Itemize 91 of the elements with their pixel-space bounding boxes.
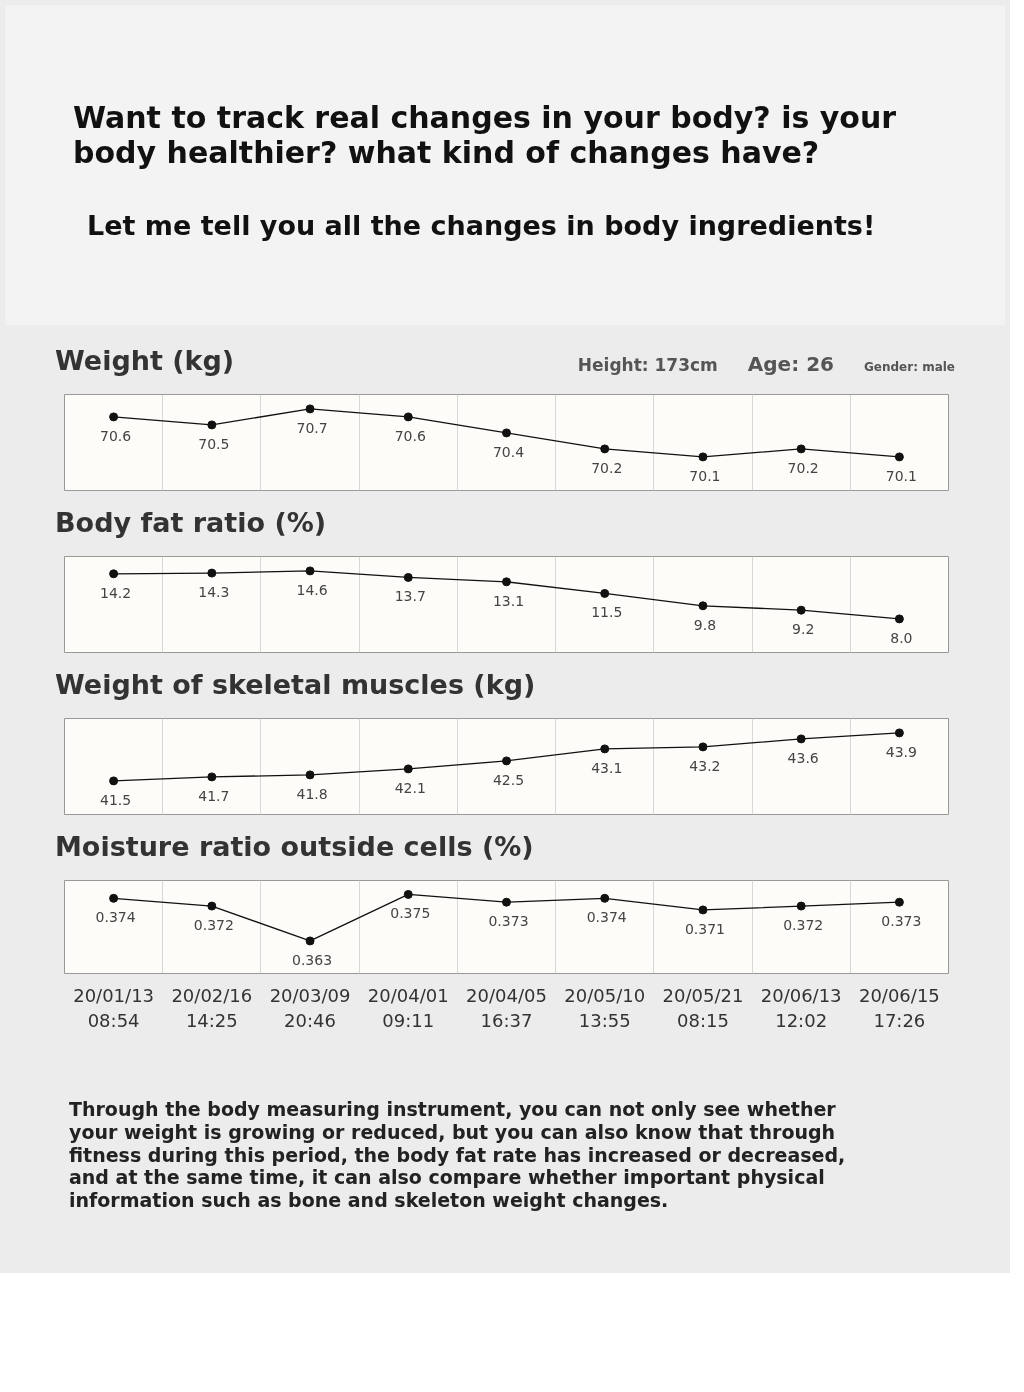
data-label: 70.4: [492, 443, 525, 460]
point: [502, 756, 511, 766]
point: [109, 893, 119, 903]
point: [305, 936, 315, 946]
data-label: 70.6: [100, 427, 132, 444]
data-label: 13.1: [492, 592, 525, 609]
data-label: 70.5: [198, 435, 230, 452]
data-label: 14.6: [296, 581, 328, 598]
data-label: 43.6: [787, 749, 819, 766]
x-tick-label: 20/05/10 13:55: [564, 984, 646, 1031]
data-label: 43.2: [689, 757, 721, 774]
point: [305, 404, 315, 414]
data-label: 14.3: [198, 584, 230, 601]
point: [109, 776, 119, 786]
data-label: 0.372: [193, 917, 234, 934]
data-label: 0.373: [488, 913, 529, 930]
text: Age: 26: [747, 351, 834, 376]
x-tick-label: 20/03/09 20:46: [269, 984, 351, 1031]
x-tick-label: 20/02/16 14:25: [171, 984, 253, 1031]
data-label: 14.2: [100, 584, 132, 601]
data-label: 42.1: [394, 779, 426, 796]
data-label: 9.2: [792, 621, 815, 638]
x-tick-label: 20/05/21 08:15: [662, 984, 744, 1031]
point: [403, 889, 413, 899]
x-tick-label: 20/06/15 17:26: [858, 984, 940, 1031]
point: [600, 588, 610, 598]
point: [894, 614, 904, 624]
point: [207, 901, 217, 911]
point: [207, 420, 217, 430]
point: [403, 412, 413, 422]
point: [403, 764, 413, 774]
data-label: 70.1: [689, 467, 721, 484]
data-label: 0.374: [95, 909, 136, 926]
point: [698, 452, 708, 462]
data-label: 0.371: [684, 920, 725, 937]
x-tick-label: 20/04/01 09:11: [367, 984, 449, 1031]
data-label: 70.2: [787, 459, 819, 476]
point: [109, 569, 119, 579]
point: [207, 568, 217, 578]
chart-title: Moisture ratio outside cells (%): [55, 831, 534, 862]
chart-title: Weight of skeletal muscles (kg): [55, 669, 536, 700]
text: Want to track real changes in your body? is your body healthier? what kind of changes have?: [73, 100, 898, 170]
text: Gender: male: [863, 359, 955, 374]
data-label: 0.373: [881, 913, 922, 930]
data-label: 43.1: [591, 759, 623, 776]
text: Through the body measuring instrument, you can not only see whether your weight is growing or reduced, but you can also know that through fitness during this period, the body fat rate has increased or decreased, and at the same time, it can also compare whether important physical information such as bone and skeleton weight changes.: [69, 1098, 847, 1212]
text: Height: 173cm: [577, 354, 718, 375]
point: [698, 742, 708, 752]
data-label: 0.374: [586, 909, 627, 926]
point: [109, 412, 119, 422]
chart-title: Body fat ratio (%): [55, 507, 327, 538]
text: Let me tell you all the changes in body ingredients!: [87, 210, 877, 241]
point: [403, 572, 413, 582]
x-tick-label: 20/01/13 08:54: [73, 984, 155, 1031]
point: [207, 772, 217, 782]
point: [894, 728, 904, 738]
data-label: 41.5: [100, 791, 132, 808]
data-label: 41.8: [296, 785, 328, 802]
data-label: 0.363: [292, 951, 333, 968]
point: [796, 444, 806, 454]
data-label: 13.7: [394, 588, 426, 605]
data-label: 43.9: [885, 743, 917, 760]
point: [796, 734, 806, 744]
data-label: 0.375: [390, 905, 431, 922]
point: [600, 444, 610, 454]
point: [305, 566, 315, 576]
x-tick-label: 20/04/05 16:37: [466, 984, 547, 1031]
data-label: 0.372: [783, 917, 824, 934]
data-label: 70.7: [296, 419, 328, 436]
point: [600, 744, 610, 754]
data-label: 8.0: [890, 629, 913, 646]
point: [796, 901, 806, 911]
point: [502, 577, 511, 587]
point: [796, 605, 806, 615]
data-label: 42.5: [492, 771, 525, 788]
point: [698, 601, 708, 611]
data-label: 9.8: [693, 616, 717, 633]
point: [305, 770, 315, 780]
data-label: 11.5: [591, 604, 623, 621]
chart-title: Weight (kg): [55, 345, 235, 376]
point: [502, 897, 511, 907]
data-label: 70.1: [885, 467, 917, 484]
point: [894, 452, 904, 462]
point: [698, 905, 708, 915]
x-tick-label: 20/06/13 12:02: [760, 984, 842, 1031]
point: [894, 897, 904, 907]
point: [600, 893, 610, 903]
data-label: 70.2: [591, 459, 623, 476]
point: [502, 428, 511, 438]
data-label: 70.6: [394, 427, 426, 444]
data-label: 41.7: [198, 787, 230, 804]
